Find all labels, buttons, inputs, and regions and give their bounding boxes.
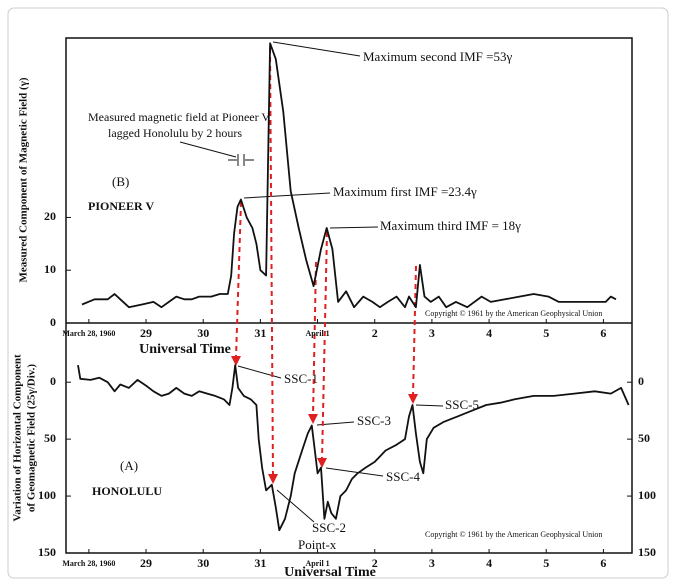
lag-marker	[228, 154, 254, 166]
figure-border	[7, 7, 669, 579]
copyright: Copyright © 1961 by the American Geophys…	[425, 309, 602, 318]
x-tick-label: 29	[140, 326, 152, 340]
x-tick-label: 30	[197, 556, 209, 570]
annotation: Point-x	[298, 537, 337, 552]
annotation: Maximum third IMF = 18γ	[380, 218, 521, 233]
x-tick-label: 6	[600, 326, 606, 340]
plot-frame	[65, 37, 633, 554]
annotation-line	[243, 192, 331, 199]
lag-note: Measured magnetic field at Pioneer V	[88, 110, 270, 124]
x-tick-label: March 28, 1960	[62, 559, 115, 568]
y-tick-label: 150	[38, 545, 56, 559]
copyright: Copyright © 1961 by the American Geophys…	[425, 530, 602, 539]
y-tick-label: 150	[638, 545, 656, 559]
y-tick-label: 50	[44, 431, 56, 445]
x-tick-label: 2	[372, 556, 378, 570]
y-axis-label: Measured Component of Magnetic Field (γ)	[18, 77, 30, 282]
y-tick-label: 0	[50, 374, 56, 388]
x-tick-label: 30	[197, 326, 209, 340]
x-axis-label: Universal Time	[284, 565, 376, 580]
annotation-line	[325, 467, 384, 477]
station-label: HONOLULU	[92, 484, 162, 498]
y-tick-label: 20	[44, 209, 56, 223]
annotation-line	[272, 41, 361, 57]
x-tick-label: 3	[429, 556, 435, 570]
annotation: SSC-5	[445, 397, 479, 412]
correlation-arrows	[231, 47, 418, 484]
y-tick-label: 10	[44, 262, 56, 276]
x-tick-label: March 28, 1960	[62, 329, 115, 338]
y-tick-label: 100	[638, 488, 656, 502]
annotation-line	[329, 226, 379, 229]
panel-label: (B)	[112, 174, 129, 189]
y-tick-label: 0	[50, 315, 56, 329]
annotation: Maximum first IMF =23.4γ	[333, 184, 477, 199]
x-tick-label: 4	[486, 326, 492, 340]
x-tick-label: 5	[543, 556, 549, 570]
panel-label: (A)	[120, 458, 138, 473]
y-tick-label: 100	[38, 488, 56, 502]
x-tick-label: 6	[600, 556, 606, 570]
annotation: Maximum second IMF =53γ	[363, 49, 512, 64]
x-tick-label: 5	[543, 326, 549, 340]
x-tick-label: 4	[486, 556, 492, 570]
annotation-line	[179, 141, 237, 158]
annotation: SSC-4	[386, 469, 420, 484]
annotation-line	[415, 404, 444, 407]
x-tick-label: 29	[140, 556, 152, 570]
y-axis-label: Variation of Horizontal Component	[12, 354, 24, 522]
y-tick-label: 0	[638, 374, 644, 388]
x-tick-label: April 1	[305, 559, 329, 568]
x-tick-label: 3	[429, 326, 435, 340]
x-axis-label: Universal Time	[139, 342, 231, 357]
station-label: PIONEER V	[88, 199, 154, 213]
x-tick-label: 2	[372, 326, 378, 340]
x-tick-label: April 1	[305, 329, 329, 338]
annotation: SSC-1	[284, 371, 318, 386]
annotation: SSC-3	[357, 413, 391, 428]
x-tick-label: 31	[254, 326, 266, 340]
y-tick-label: 50	[638, 431, 650, 445]
data-line	[81, 42, 617, 309]
annotation-line	[237, 365, 282, 379]
annotation-line	[276, 489, 315, 523]
x-tick-label: 31	[254, 556, 266, 570]
annotation: SSC-2	[312, 520, 346, 535]
data-line	[77, 364, 630, 532]
y-axis-label: of Geomagnetic Field (25γ/Div.)	[26, 364, 38, 512]
lag-note: lagged Honolulu by 2 hours	[108, 126, 242, 140]
